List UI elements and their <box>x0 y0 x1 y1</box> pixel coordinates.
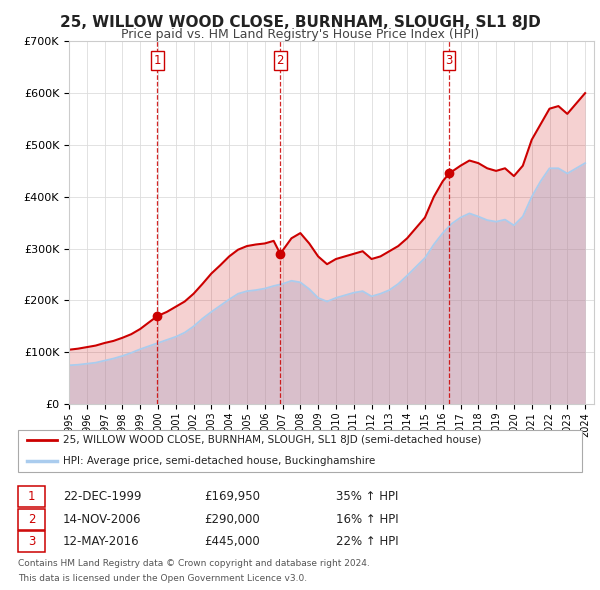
Text: 22-DEC-1999: 22-DEC-1999 <box>63 490 142 503</box>
Text: £290,000: £290,000 <box>204 513 260 526</box>
Text: 35% ↑ HPI: 35% ↑ HPI <box>336 490 398 503</box>
Text: 22% ↑ HPI: 22% ↑ HPI <box>336 535 398 548</box>
Text: 14-NOV-2006: 14-NOV-2006 <box>63 513 142 526</box>
Text: HPI: Average price, semi-detached house, Buckinghamshire: HPI: Average price, semi-detached house,… <box>63 457 375 466</box>
Text: £445,000: £445,000 <box>204 535 260 548</box>
Text: £169,950: £169,950 <box>204 490 260 503</box>
Text: Contains HM Land Registry data © Crown copyright and database right 2024.: Contains HM Land Registry data © Crown c… <box>18 559 370 568</box>
Text: 25, WILLOW WOOD CLOSE, BURNHAM, SLOUGH, SL1 8JD: 25, WILLOW WOOD CLOSE, BURNHAM, SLOUGH, … <box>59 15 541 30</box>
Text: 25, WILLOW WOOD CLOSE, BURNHAM, SLOUGH, SL1 8JD (semi-detached house): 25, WILLOW WOOD CLOSE, BURNHAM, SLOUGH, … <box>63 435 481 445</box>
Text: 16% ↑ HPI: 16% ↑ HPI <box>336 513 398 526</box>
Text: Price paid vs. HM Land Registry's House Price Index (HPI): Price paid vs. HM Land Registry's House … <box>121 28 479 41</box>
Text: 12-MAY-2016: 12-MAY-2016 <box>63 535 140 548</box>
Text: 3: 3 <box>445 54 453 67</box>
Text: 1: 1 <box>154 54 161 67</box>
Text: 2: 2 <box>28 513 35 526</box>
Text: This data is licensed under the Open Government Licence v3.0.: This data is licensed under the Open Gov… <box>18 574 307 583</box>
Text: 2: 2 <box>277 54 284 67</box>
Text: 1: 1 <box>28 490 35 503</box>
Text: 3: 3 <box>28 535 35 548</box>
